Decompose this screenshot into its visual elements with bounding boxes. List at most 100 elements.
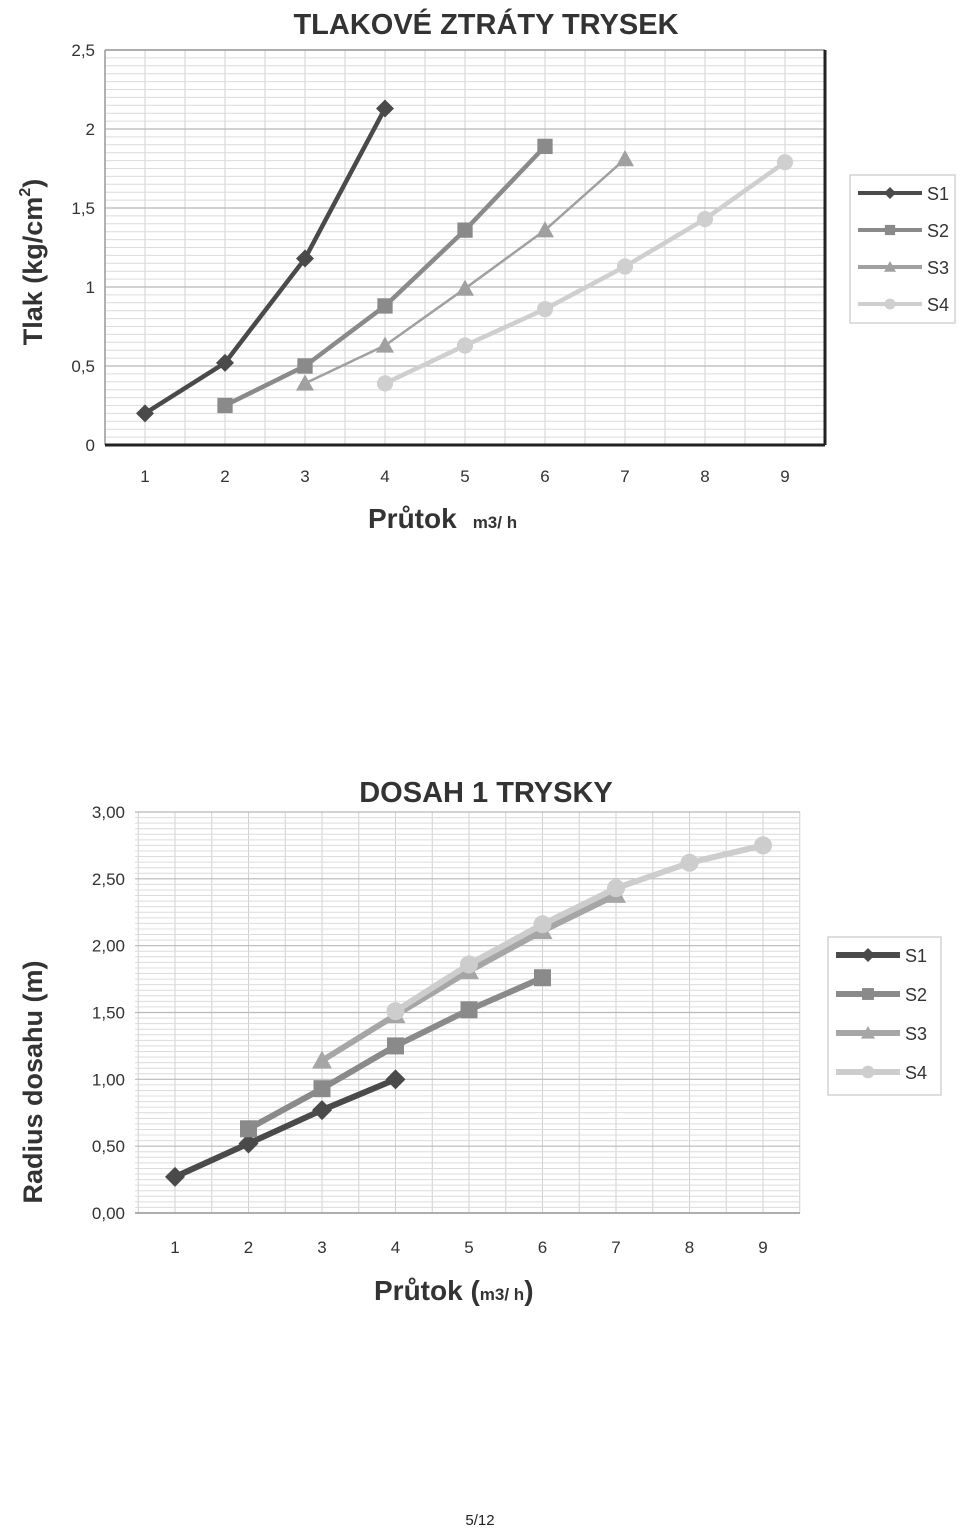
page-number: 5/12: [465, 1512, 495, 1529]
chart1-xtick-label: 5: [460, 467, 469, 486]
chart2-xtick-label: 1: [170, 1238, 179, 1257]
chart2-legend: S1 S2 S3 S4: [827, 936, 942, 1096]
chart1-xlabel: Průtok m3/ h: [368, 503, 517, 534]
chart1-xlabel-unit: m3/ h: [473, 513, 517, 532]
chart2-series-s4: [386, 836, 772, 1021]
chart1-ytick-label: 0: [86, 436, 95, 455]
chart2-xtick-label: 9: [758, 1238, 767, 1257]
chart2-point-s2: [387, 1037, 404, 1055]
chart1-grid: [104, 49, 826, 446]
chart2-point-s4: [386, 1002, 405, 1021]
chart2-point-s4: [607, 879, 625, 898]
chart1-point-s2: [457, 222, 473, 238]
chart2-legend-label-s4: S4: [905, 1063, 927, 1083]
chart1-xtick-label: 3: [300, 467, 309, 486]
chart1-line-s4: [384, 160, 787, 386]
chart1-series-s4: [376, 154, 794, 392]
chart1-point-s2: [377, 298, 393, 314]
chart2-xtick-label: 7: [611, 1238, 620, 1257]
chart1-xtick-label: 4: [380, 467, 389, 486]
chart1-plot: 0 0,5 1 1,5 2 2,5 1 2 3 4 5 6 7 8 9 S1 S2 S3 S4: [71, 41, 956, 486]
chart1-xtick-label: 6: [540, 467, 549, 486]
chart1-legend-marker-s2: [884, 224, 896, 236]
chart2-ytick-label: 0,50: [92, 1137, 125, 1156]
chart1-ytick-label: 2,5: [71, 41, 95, 60]
chart2-point-s4: [680, 853, 699, 872]
chart2-legend-label-s2: S2: [905, 985, 927, 1005]
chart2-line-s1: [173, 1076, 397, 1180]
chart1-xtick-label: 8: [700, 467, 709, 486]
chart2-xtick-label: 5: [464, 1238, 473, 1257]
chart2-legend-label-s3: S3: [905, 1024, 927, 1044]
chart1-point-s4: [776, 154, 794, 171]
chart2-point-s1: [238, 1133, 259, 1154]
chart2-legend-marker-s3: [861, 1026, 875, 1039]
chart1-point-s2: [537, 138, 553, 155]
chart2-title: DOSAH 1 TRYSKY: [359, 777, 613, 809]
chart1-legend-marker-s3: [884, 261, 896, 272]
chart1-point-s2: [297, 358, 313, 374]
chart2-point-s2: [240, 1120, 257, 1138]
chart1-point-s1: [376, 99, 394, 118]
chart2-point-s1: [385, 1069, 406, 1090]
chart2-ytick-label: 0,00: [92, 1204, 125, 1223]
chart2-point-s4: [754, 836, 772, 855]
chart2-line-s4: [393, 842, 764, 1014]
chart1-xtick-label: 7: [620, 467, 629, 486]
chart1-ylabel-sup: 2: [17, 188, 34, 197]
chart2-point-s2: [534, 969, 551, 987]
chart1-legend-label-s4: S4: [927, 295, 949, 315]
chart2-ylabel: Radius dosahu (m): [18, 960, 48, 1203]
chart2-xlabel-end: ): [524, 1275, 533, 1306]
chart2-legend-box: [827, 936, 942, 1096]
chart2-xtick-label: 8: [685, 1238, 694, 1257]
chart2-legend-label-s1: S1: [905, 946, 927, 966]
chart2-xlabel-unit: m3/ h: [480, 1285, 524, 1304]
chart2-series-s1: [165, 1069, 406, 1187]
chart1-point-s4: [376, 375, 394, 392]
chart1-xtick-label: 9: [780, 467, 789, 486]
chart1-point-s1: [216, 353, 234, 372]
chart2-point-s2: [460, 1001, 478, 1019]
chart1-point-s3: [536, 221, 554, 238]
chart1-xtick-label: 1: [140, 467, 149, 486]
chart2-xtick-label: 3: [317, 1238, 326, 1257]
chart1-point-s4: [536, 301, 554, 318]
chart2-ytick-label: 1,00: [92, 1070, 125, 1089]
chart1-ytick-label: 0,5: [71, 357, 95, 376]
chart2-ytick-label: 1,50: [92, 1004, 125, 1023]
chart1-ylabel: Tlak (kg/cm2): [17, 179, 48, 345]
chart1-legend-marker-s1: [884, 187, 896, 199]
chart1-ytick-label: 1: [86, 278, 95, 297]
chart2-legend-marker-s2: [862, 988, 874, 1000]
chart1-title: TLAKOVÉ ZTRÁTY TRYSEK: [293, 7, 678, 41]
chart1-ytick-label: 2: [86, 120, 95, 139]
chart2-point-s2: [313, 1080, 331, 1098]
chart1-series-s2: [217, 138, 553, 414]
chart2-point-s3: [312, 1050, 332, 1069]
chart2-legend-marker-s4: [861, 1065, 875, 1079]
chart1-point-s3: [456, 279, 474, 296]
chart2-ytick-label: 2,50: [92, 870, 125, 889]
chart1-point-s3: [296, 374, 314, 391]
chart1-line-s1: [143, 107, 387, 416]
chart1-series-s3: [296, 150, 634, 391]
chart1-point-s1: [296, 249, 314, 268]
chart2-grid: [135, 811, 801, 1214]
chart1-point-s4: [456, 337, 474, 354]
chart2-ytick-label: 2,00: [92, 937, 125, 956]
chart1-point-s3: [616, 150, 634, 167]
chart1-legend-label-s1: S1: [927, 184, 949, 204]
chart1-xtick-label: 2: [220, 467, 229, 486]
chart1-point-s3: [376, 336, 394, 353]
chart2-xtick-label: 6: [538, 1238, 547, 1257]
chart2-legend-marker-s1: [861, 948, 875, 962]
chart2-ytick-label: 3,00: [92, 803, 125, 822]
chart2-plot: 0,000,501,001,502,002,503,001 2 3 4 5 6 7 8 9S1S…: [92, 803, 942, 1257]
chart2-xlabel: Průtok (m3/ h): [374, 1275, 534, 1306]
chart1-ytick-label: 1,5: [71, 199, 95, 218]
chart2-xtick-label: 4: [391, 1238, 400, 1257]
chart2-point-s1: [165, 1166, 185, 1187]
chart1-legend-marker-s4: [884, 298, 896, 310]
